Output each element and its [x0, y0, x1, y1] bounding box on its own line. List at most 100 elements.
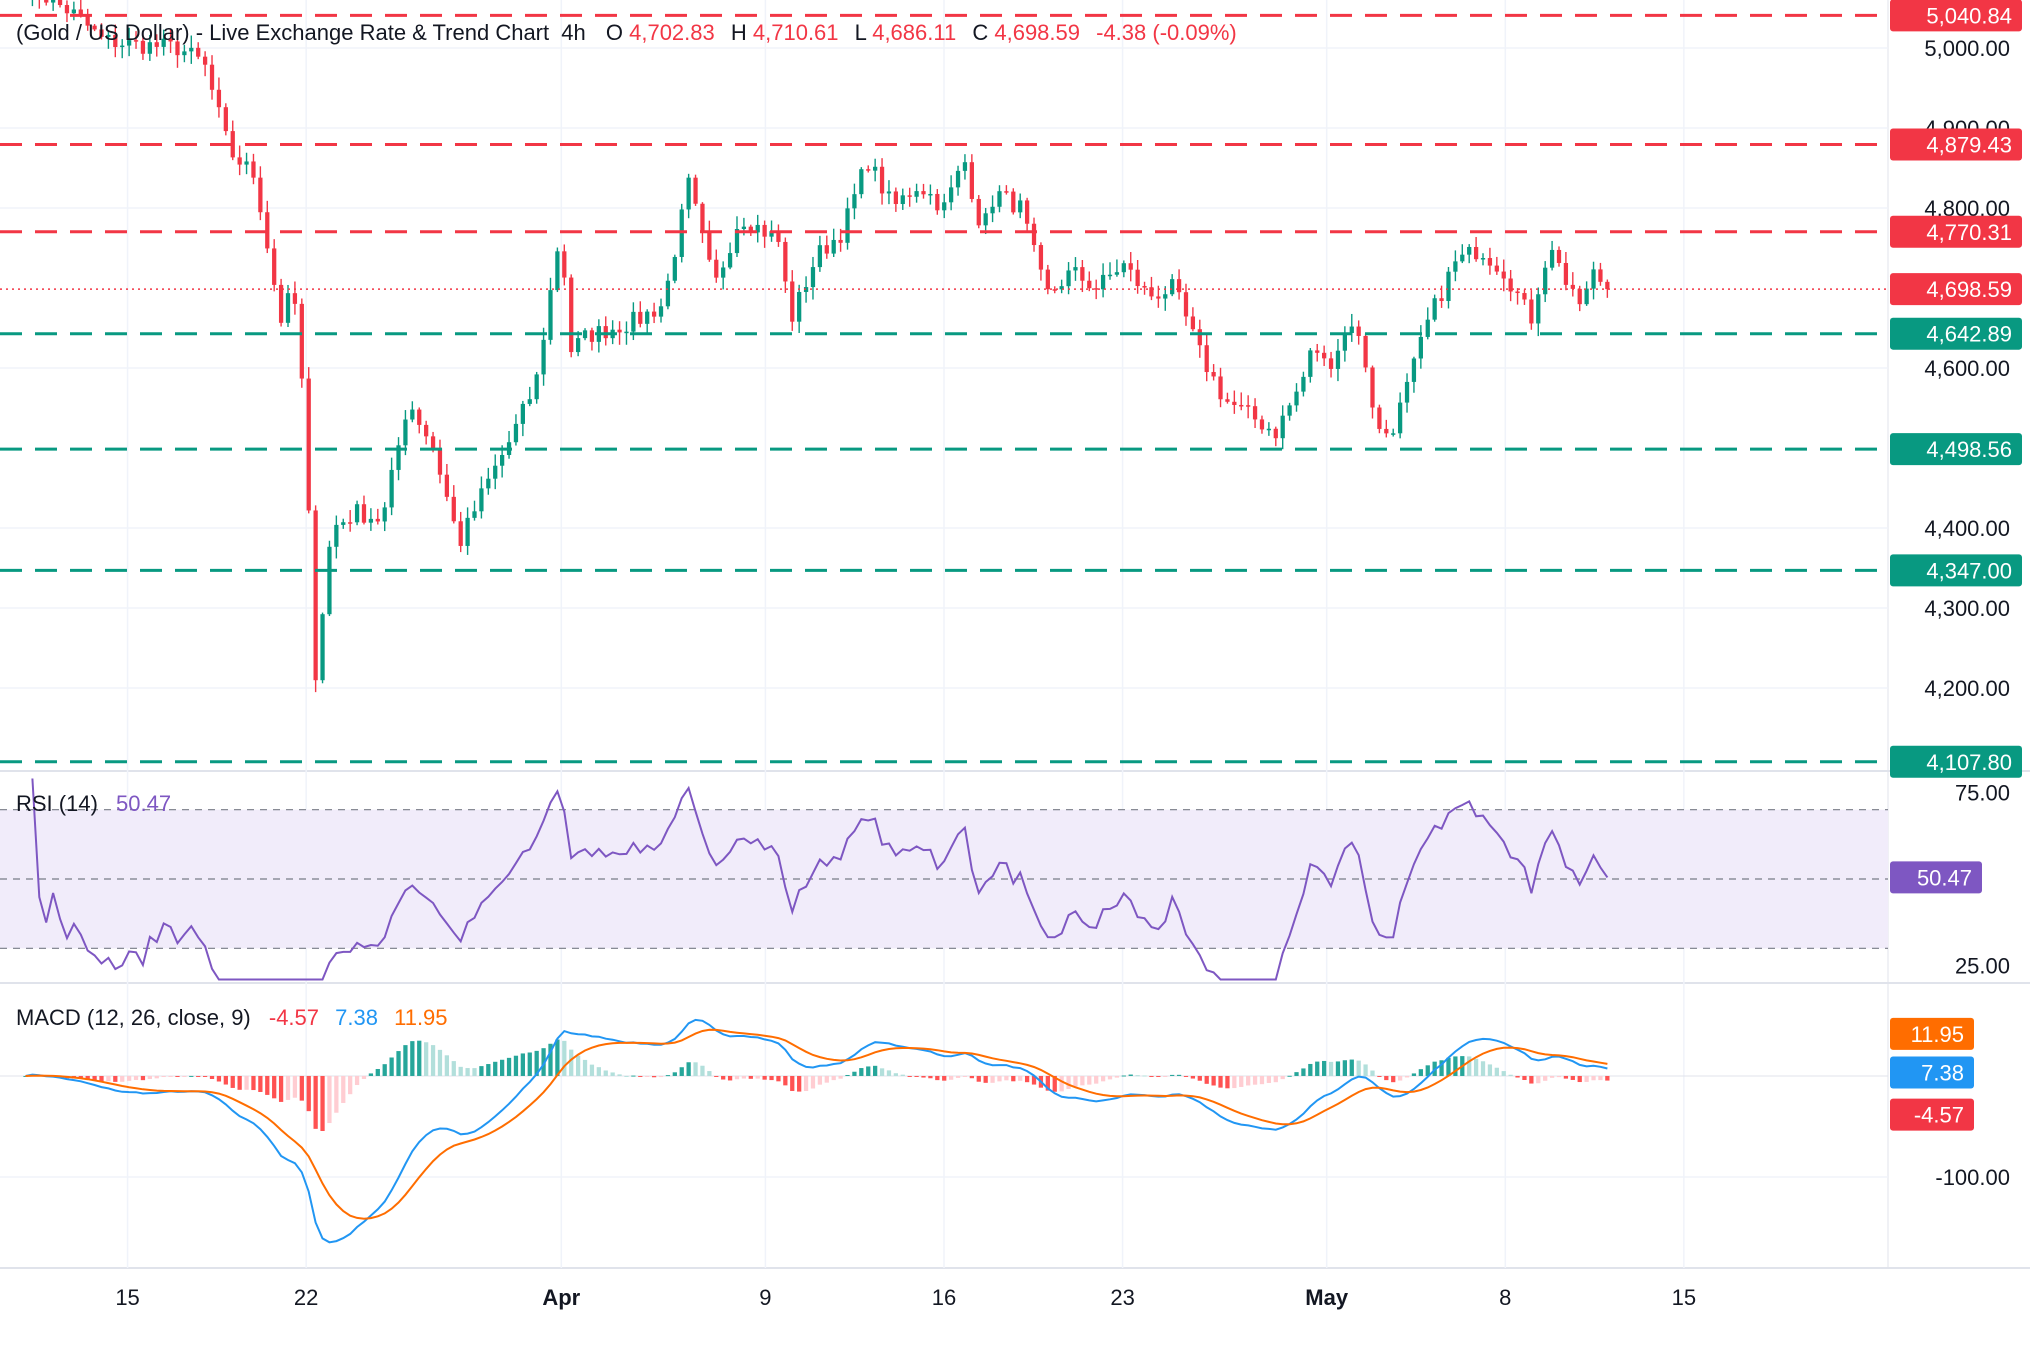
- candle-body[interactable]: [1508, 278, 1513, 292]
- candle-body[interactable]: [1024, 200, 1030, 224]
- candle-body[interactable]: [1204, 345, 1209, 373]
- candle-body[interactable]: [1135, 269, 1140, 287]
- candle-body[interactable]: [361, 504, 367, 523]
- candle-body[interactable]: [1252, 406, 1258, 420]
- candle-body[interactable]: [997, 191, 1002, 207]
- candle-body[interactable]: [78, 9, 83, 16]
- candle-body[interactable]: [741, 226, 747, 230]
- candle-body[interactable]: [803, 287, 809, 292]
- candle-body[interactable]: [721, 267, 726, 278]
- candle-body[interactable]: [1142, 286, 1147, 288]
- candle-body[interactable]: [1328, 358, 1334, 369]
- candle-body[interactable]: [230, 131, 235, 158]
- candle-body[interactable]: [555, 251, 560, 291]
- candle-body[interactable]: [1114, 272, 1120, 275]
- candle-body[interactable]: [1259, 419, 1265, 430]
- candle-body[interactable]: [189, 47, 194, 52]
- candle-body[interactable]: [1211, 372, 1216, 377]
- signal-line[interactable]: [25, 1028, 1608, 1220]
- candle-body[interactable]: [182, 51, 187, 56]
- candle-body[interactable]: [783, 241, 788, 282]
- candle-body[interactable]: [921, 191, 926, 195]
- candle-body[interactable]: [424, 424, 429, 437]
- candle-body[interactable]: [1018, 200, 1023, 213]
- candle-body[interactable]: [1218, 376, 1223, 400]
- candle-body[interactable]: [693, 177, 698, 204]
- candle-body[interactable]: [258, 177, 263, 213]
- candle-body[interactable]: [686, 177, 691, 210]
- candle-body[interactable]: [126, 40, 132, 46]
- candle-body[interactable]: [942, 202, 947, 211]
- candle-body[interactable]: [1280, 415, 1285, 439]
- candle-body[interactable]: [1570, 284, 1575, 289]
- candle-body[interactable]: [928, 193, 933, 196]
- candle-body[interactable]: [638, 311, 643, 324]
- candle-body[interactable]: [866, 169, 871, 171]
- candle-body[interactable]: [1294, 391, 1299, 406]
- candle-body[interactable]: [617, 329, 622, 333]
- candle-body[interactable]: [493, 465, 498, 479]
- candle-body[interactable]: [1100, 274, 1106, 290]
- candle-body[interactable]: [672, 256, 677, 281]
- candle-body[interactable]: [562, 251, 567, 278]
- candle-body[interactable]: [320, 614, 325, 681]
- candle-body[interactable]: [244, 161, 249, 165]
- candle-body[interactable]: [748, 226, 753, 233]
- candle-body[interactable]: [1066, 270, 1071, 287]
- candle-body[interactable]: [1556, 249, 1562, 263]
- candle-body[interactable]: [1487, 258, 1493, 266]
- candle-body[interactable]: [762, 224, 767, 237]
- candle-body[interactable]: [631, 311, 636, 332]
- candle-body[interactable]: [1584, 288, 1589, 305]
- candle-body[interactable]: [465, 517, 470, 546]
- candle-body[interactable]: [1073, 267, 1078, 271]
- candle-body[interactable]: [1363, 335, 1368, 368]
- candle-body[interactable]: [817, 245, 823, 268]
- candle-body[interactable]: [120, 45, 125, 48]
- candle-body[interactable]: [769, 231, 774, 237]
- macd-line[interactable]: [25, 1018, 1608, 1244]
- candle-body[interactable]: [1577, 288, 1582, 305]
- candle-body[interactable]: [824, 245, 829, 254]
- candle-body[interactable]: [334, 524, 339, 547]
- candle-body[interactable]: [1087, 280, 1092, 289]
- rsi-line[interactable]: [31, 778, 1609, 981]
- candle-body[interactable]: [700, 203, 705, 233]
- candle-body[interactable]: [306, 378, 311, 511]
- candle-body[interactable]: [1266, 428, 1272, 431]
- candle-body[interactable]: [1273, 428, 1278, 439]
- candle-body[interactable]: [797, 291, 802, 322]
- candle-body[interactable]: [852, 194, 857, 209]
- candle-body[interactable]: [714, 259, 719, 278]
- candle-body[interactable]: [113, 34, 118, 48]
- candle-body[interactable]: [202, 56, 208, 65]
- candle-body[interactable]: [1322, 352, 1327, 359]
- candle-body[interactable]: [430, 436, 436, 449]
- candle-body[interactable]: [935, 193, 940, 211]
- macd-pane[interactable]: [0, 1018, 1888, 1244]
- candle-body[interactable]: [1335, 350, 1341, 369]
- candle-body[interactable]: [873, 166, 878, 171]
- candle-body[interactable]: [71, 9, 76, 14]
- candle-body[interactable]: [154, 42, 159, 47]
- candle-body[interactable]: [64, 5, 70, 14]
- candle-body[interactable]: [976, 198, 981, 226]
- candle-body[interactable]: [651, 311, 657, 317]
- candle-body[interactable]: [969, 162, 974, 199]
- candle-body[interactable]: [1287, 405, 1292, 416]
- candle-body[interactable]: [389, 469, 394, 508]
- candle-body[interactable]: [92, 25, 97, 30]
- candle-body[interactable]: [907, 195, 912, 197]
- candle-body[interactable]: [1128, 263, 1133, 270]
- candle-body[interactable]: [527, 399, 532, 404]
- candle-body[interactable]: [1190, 316, 1196, 330]
- candle-body[interactable]: [1094, 288, 1099, 290]
- candle-body[interactable]: [1301, 376, 1306, 392]
- candle-body[interactable]: [1591, 269, 1596, 289]
- candle-body[interactable]: [727, 253, 733, 268]
- candle-body[interactable]: [1197, 329, 1202, 346]
- candle-body[interactable]: [1522, 293, 1527, 300]
- candle-body[interactable]: [486, 478, 491, 489]
- candle-body[interactable]: [209, 64, 215, 90]
- rsi-pane[interactable]: [0, 778, 1888, 981]
